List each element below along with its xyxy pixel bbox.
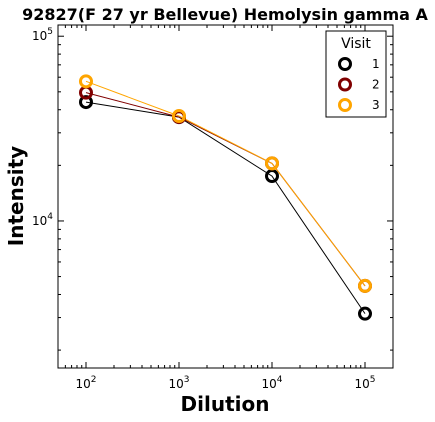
legend-marker-visit-1 xyxy=(338,57,352,71)
y-tick-label-base: 10 xyxy=(32,29,47,43)
y-tick-label-base: 10 xyxy=(32,214,47,228)
y-tick-label-exponent: 4 xyxy=(47,212,53,222)
y-axis-label: Intensity xyxy=(4,146,28,246)
data-point-visit-3 xyxy=(171,108,186,123)
x-tick-label: 104 xyxy=(261,375,282,391)
series-line-visit-1 xyxy=(85,101,366,314)
x-tick-label-base: 10 xyxy=(168,377,183,391)
chart-title: 92827(F 27 yr Bellevue) Hemolysin gamma … xyxy=(22,5,428,24)
legend-box xyxy=(325,30,387,118)
data-point-visit-3 xyxy=(78,74,93,89)
x-tick-label-base: 10 xyxy=(354,377,369,391)
legend-title: Visit xyxy=(341,36,371,52)
data-point-visit-1 xyxy=(78,95,93,110)
legend-marker-visit-3 xyxy=(338,98,352,112)
legend-label-visit-2: 2 xyxy=(372,78,380,92)
x-axis-label: Dilution xyxy=(181,392,270,416)
x-tick-label-base: 10 xyxy=(261,377,276,391)
legend-label-visit-1: 1 xyxy=(372,57,380,71)
data-point-visit-3 xyxy=(358,278,373,293)
x-tick-label-exponent: 2 xyxy=(91,375,97,385)
x-tick-label: 102 xyxy=(75,375,96,391)
plot-frame xyxy=(57,24,394,369)
series-line-visit-3 xyxy=(85,80,366,287)
y-tick-label: 105 xyxy=(32,27,53,43)
x-tick-label-exponent: 3 xyxy=(184,375,190,385)
y-tick-label-exponent: 5 xyxy=(47,27,53,37)
legend-marker-visit-2 xyxy=(338,77,352,92)
data-point-visit-1 xyxy=(265,169,280,184)
legend-label-visit-3: 3 xyxy=(372,98,380,112)
data-point-visit-3 xyxy=(265,156,280,171)
y-tick-label: 104 xyxy=(32,212,53,228)
x-tick-label: 105 xyxy=(354,375,375,391)
data-point-visit-1 xyxy=(358,306,373,321)
x-tick-label-exponent: 4 xyxy=(277,375,283,385)
x-tick-label-base: 10 xyxy=(75,377,90,391)
x-tick-label: 103 xyxy=(168,375,189,391)
x-tick-label-exponent: 5 xyxy=(370,375,376,385)
